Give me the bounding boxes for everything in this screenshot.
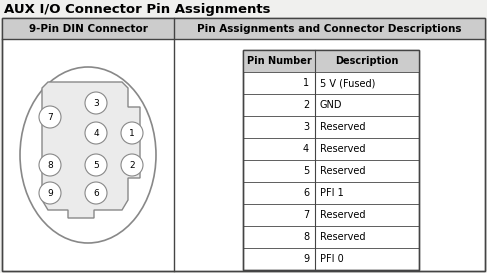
Text: 5 V (Fused): 5 V (Fused): [320, 78, 375, 88]
Text: Reserved: Reserved: [320, 144, 366, 154]
Circle shape: [39, 154, 61, 176]
Text: 6: 6: [93, 188, 99, 197]
Text: 2: 2: [303, 100, 309, 110]
Text: 1: 1: [129, 129, 135, 138]
Polygon shape: [42, 82, 140, 218]
Bar: [243, 50, 419, 270]
Circle shape: [39, 182, 61, 204]
Text: 4: 4: [303, 144, 309, 154]
Text: 4: 4: [93, 129, 99, 138]
Text: 5: 5: [303, 166, 309, 176]
Text: Reserved: Reserved: [320, 166, 366, 176]
Text: 3: 3: [93, 99, 99, 108]
Text: 9: 9: [303, 254, 309, 264]
Bar: [2, 18, 174, 39]
Text: 2: 2: [129, 161, 135, 170]
Text: Reserved: Reserved: [320, 122, 366, 132]
Text: 1: 1: [303, 78, 309, 88]
Text: PFI 1: PFI 1: [320, 188, 344, 198]
Bar: [243, 50, 419, 270]
Text: 3: 3: [303, 122, 309, 132]
Text: 6: 6: [303, 188, 309, 198]
Text: 9-Pin DIN Connector: 9-Pin DIN Connector: [29, 23, 148, 34]
Circle shape: [121, 154, 143, 176]
Text: GND: GND: [320, 100, 342, 110]
Text: 8: 8: [47, 161, 53, 170]
Text: Reserved: Reserved: [320, 232, 366, 242]
Circle shape: [85, 92, 107, 114]
Bar: [174, 18, 485, 39]
Ellipse shape: [20, 67, 156, 243]
Text: 7: 7: [303, 210, 309, 220]
Text: Description: Description: [336, 56, 399, 66]
Text: PFI 0: PFI 0: [320, 254, 344, 264]
Text: 8: 8: [303, 232, 309, 242]
Text: Pin Assignments and Connector Descriptions: Pin Assignments and Connector Descriptio…: [197, 23, 462, 34]
Text: Pin Number: Pin Number: [246, 56, 311, 66]
Circle shape: [85, 122, 107, 144]
Circle shape: [121, 122, 143, 144]
Text: 7: 7: [47, 112, 53, 121]
Circle shape: [85, 154, 107, 176]
Bar: [243, 50, 419, 72]
Text: AUX I/O Connector Pin Assignments: AUX I/O Connector Pin Assignments: [4, 3, 270, 16]
Text: 5: 5: [93, 161, 99, 170]
Circle shape: [85, 182, 107, 204]
Circle shape: [39, 106, 61, 128]
Text: 9: 9: [47, 188, 53, 197]
Text: Reserved: Reserved: [320, 210, 366, 220]
